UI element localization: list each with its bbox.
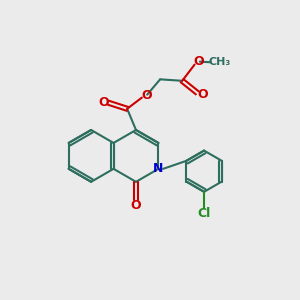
Text: O: O (141, 89, 152, 102)
Text: O: O (131, 199, 141, 212)
Text: O: O (194, 55, 204, 68)
Text: N: N (153, 162, 164, 175)
Text: O: O (197, 88, 208, 101)
Text: O: O (98, 96, 109, 110)
Text: CH₃: CH₃ (208, 57, 231, 67)
Text: Cl: Cl (197, 207, 211, 220)
